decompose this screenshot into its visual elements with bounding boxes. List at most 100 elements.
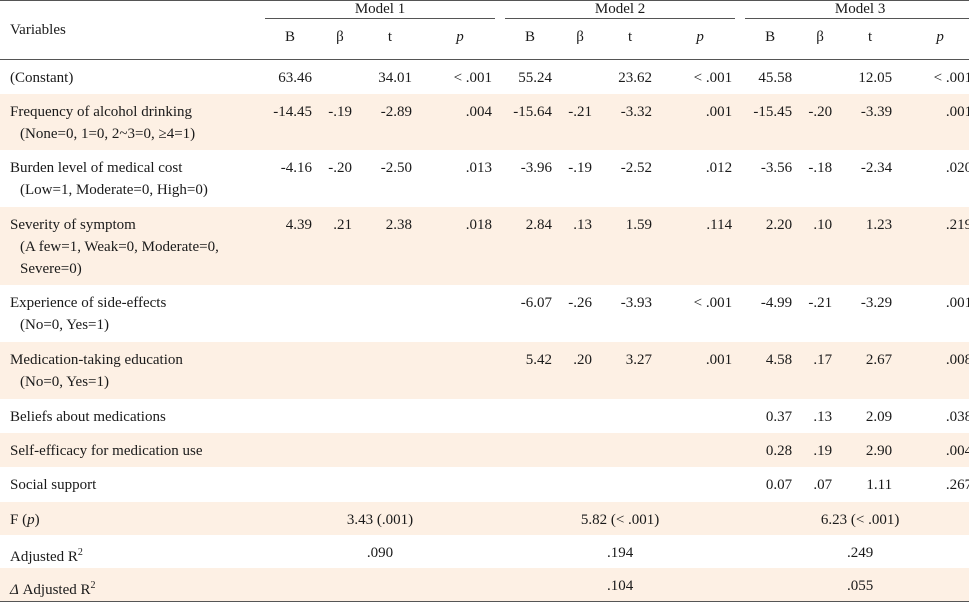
model-2-beta-value: .20 [560,341,601,399]
col-beta-header: β [800,29,841,60]
table-row: Beliefs about medications 0.37 .13 2.09 .038 [0,399,969,433]
model-2-beta-value [560,399,600,433]
model-3-p-value: .004 [900,432,969,467]
model-1-b-value [260,432,320,467]
delta_r2-label: Δ Adjusted R2 [0,567,260,602]
table-row: (Constant) 63.46 34.01 < .001 55.24 23.62 < .0… [0,60,969,94]
model-3-p-value: .267 [945,476,969,493]
header-row-subcolumns: B β t p B β t p B β t p [0,29,969,60]
model-3-b-value: 45.58 [758,70,793,86]
model-2-beta-value: .13 [560,206,601,285]
model-1-b-value: -14.45 [260,93,320,150]
model-2-p-value: .114 [660,206,741,285]
delta_r2-model-1 [260,567,501,602]
model-3-p-value: < .001 [933,70,969,86]
model-3-header: Model 3 [745,1,969,19]
variable-cell: Beliefs about medications [0,399,260,433]
delta_r2-model-2: .104 [500,567,741,602]
model-1-p-value [420,399,500,433]
model-1-t-value: 34.01 [378,70,412,86]
variable-coding-note: (None=0, 1=0, 2~3=0, ≥4=1) [20,125,196,142]
model-1-b-value [260,285,320,342]
col-b-header: B [500,29,561,60]
model-2-t-value: -3.32 [600,93,661,150]
model-2-b-value: 55.24 [518,70,553,86]
model-1-beta-value: -.20 [328,159,352,176]
col-b-header: B [260,29,320,60]
f-model-2: 5.82 (< .001) [500,501,741,535]
model-2-p-value [660,467,740,502]
model-1-beta-value: .21 [320,206,360,285]
table-row: Severity of symptom (A few=1, Weak=0, Mod… [0,206,969,285]
model-2-b-value: -15.64 [500,93,561,150]
variable-cell: Severity of symptom (A few=1, Weak=0, Mod… [0,206,260,285]
model-2-beta-value: -.26 [568,294,593,311]
model-3-p-value: .020 [945,159,969,176]
model-2-b-value: -3.96 [520,159,553,176]
model-3-b-value: 0.28 [740,432,801,467]
model-2-p-value [660,432,741,467]
model-1-header: Model 1 [265,1,496,19]
variable-label: Social support [10,476,97,493]
model-2-t-value: -2.52 [620,159,653,176]
adj_r2-row: Adjusted R2 .090 .194 .249 [0,535,969,568]
model-2-header: Model 2 [505,1,736,19]
delta-symbol: Δ [10,581,19,598]
adj_r2-model-3: .249 [846,544,874,561]
model-3-t-value: 2.67 [840,341,901,399]
model-1-p-value [420,432,501,467]
model-2-p-value [660,399,740,433]
variable-label: Self-efficacy for medication use [10,442,203,459]
variable-label: Burden level of medical cost [10,159,183,176]
model-3-beta-value: .07 [813,476,833,493]
delta_r2-row: Δ Adjusted R2 .104.055 [0,567,969,602]
variables-header: Variables [0,0,260,60]
adj_r2-model-2: .194 [606,544,634,561]
model-3-b-value: -3.56 [760,159,793,176]
model-1-beta-value [320,467,360,502]
model-2-b-value: -6.07 [520,294,553,311]
model-3-b-value: 0.07 [765,476,793,493]
model-1-p-value: .013 [465,159,493,176]
col-t-header: t [840,29,901,60]
adj-r2-text: Adjusted R [10,548,78,565]
header-row-models: Variables Model 1 Model 2 Model 3 [0,0,969,60]
model-1-t-value [360,432,420,467]
model-2-beta-value [560,432,601,467]
model-1-p-value: .018 [420,206,501,285]
model-3-b-value: 4.58 [740,341,801,399]
model-1-b-value: 63.46 [278,70,312,86]
model-2-p-value: .001 [660,93,741,150]
model-3-p-value: .219 [900,206,969,285]
col-beta-header: β [320,29,360,60]
model-1-t-value: 2.38 [360,206,420,285]
model-3-beta-value: .13 [813,408,833,425]
model-3-beta-value: .17 [800,341,841,399]
model-1-b-value [260,399,320,433]
model-3-beta-value: -.21 [808,294,833,311]
f-label-prefix: F ( [10,511,28,528]
model-3-t-value: -2.34 [860,159,893,176]
model-3-beta-value: -.20 [800,93,841,150]
model-2-beta-value [560,60,600,94]
variable-cell: Burden level of medical cost (Low=1, Mode… [0,150,260,207]
variable-label: Frequency of alcohol drinking [10,103,193,120]
table-row: Self-efficacy for medication use 0.28.19 2… [0,432,969,467]
model-3-p-value: .001 [900,93,969,150]
variable-coding-note: (Low=1, Moderate=0, High=0) [20,181,208,198]
variable-cell: Social support [0,467,260,502]
variable-cell: Frequency of alcohol drinking (None=0, 1=… [0,93,260,150]
f-label-p: p [27,511,35,528]
model-2-t-value: 23.62 [618,70,653,86]
model-2-b-value [500,399,560,433]
model-1-p-value: .004 [420,93,501,150]
model-3-beta-value [800,60,840,94]
model-2-beta-value [560,467,600,502]
adj_r2-label: Adjusted R2 [0,535,260,568]
delta-r2-text: Adjusted R [18,581,91,598]
f-label-suffix: ) [34,511,40,528]
delta-r2-sup: 2 [90,579,96,591]
model-3-beta-value: -.18 [808,159,833,176]
model-1-beta-value [320,60,360,94]
